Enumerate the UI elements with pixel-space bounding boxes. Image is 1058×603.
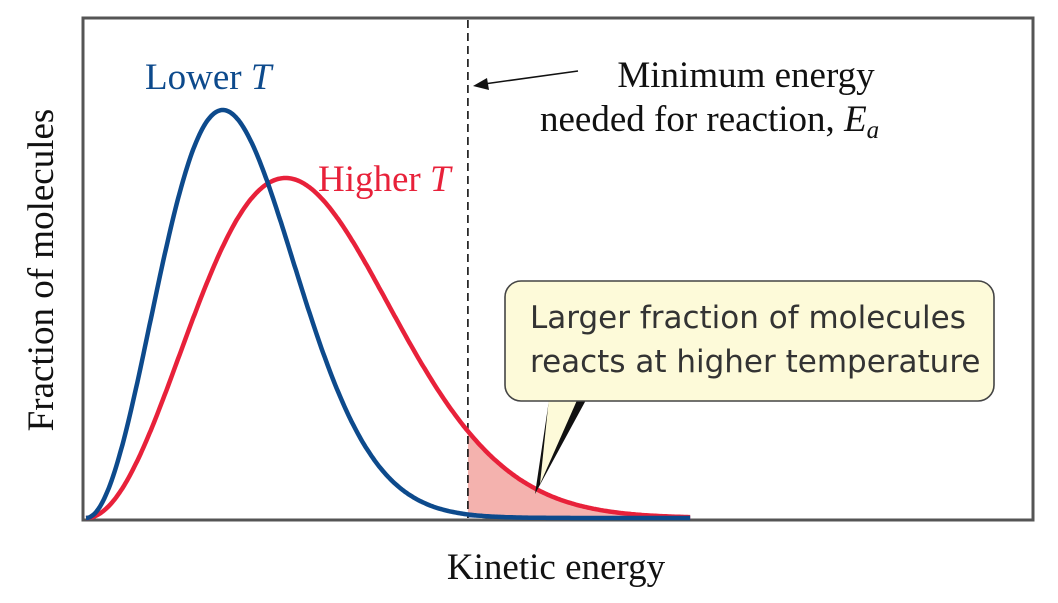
lower-t-label: Lower T (145, 57, 274, 98)
higher-t-label: Higher T (318, 159, 453, 200)
threshold-label-line1: Minimum energy (617, 55, 875, 96)
lower-t-label-var: T (251, 57, 274, 98)
x-axis-label: Kinetic energy (447, 547, 666, 588)
lower-t-curve (85, 107, 691, 521)
callout-pointer-fill (540, 398, 578, 484)
threshold-label-text: needed for reaction, (540, 99, 844, 140)
threshold-label-line2: needed for reaction, Ea (540, 99, 879, 144)
lower-t-label-main: Lower (145, 57, 251, 98)
y-axis-label: Fraction of molecules (21, 109, 62, 432)
callout-line-2: reacts at higher temperature (530, 344, 980, 380)
threshold-arrow-head (473, 78, 489, 90)
threshold-arrow-shaft (483, 70, 579, 85)
callout-box (504, 280, 995, 402)
higher-t-curve (85, 175, 691, 521)
threshold-subscript: a (867, 117, 880, 144)
higher-t-label-main: Higher (318, 159, 430, 200)
higher-t-excess-area (467, 431, 691, 518)
callout-line-1: Larger fraction of molecules (530, 300, 966, 336)
higher-t-label-var: T (430, 159, 453, 200)
threshold-symbol: E (843, 99, 867, 140)
